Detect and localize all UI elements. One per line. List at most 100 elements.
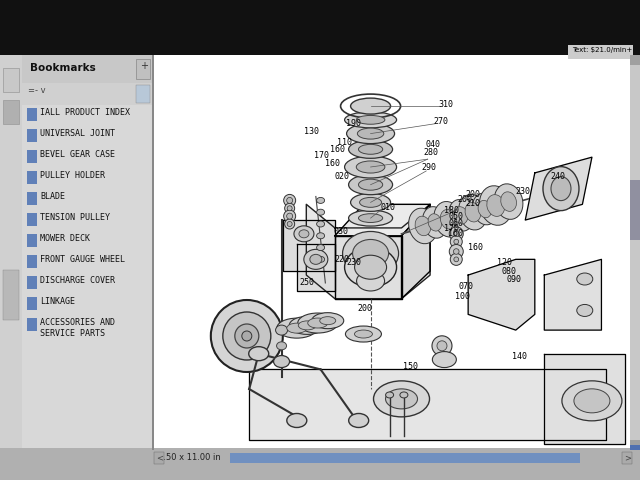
Ellipse shape (360, 261, 381, 277)
Ellipse shape (433, 351, 456, 368)
Bar (22, 55, 152, 450)
Text: 190: 190 (346, 119, 362, 128)
Ellipse shape (349, 413, 369, 428)
Text: 150: 150 (403, 362, 419, 371)
Circle shape (287, 197, 292, 204)
Circle shape (449, 244, 463, 259)
Polygon shape (525, 157, 592, 220)
Text: 160: 160 (468, 243, 483, 252)
Ellipse shape (349, 140, 392, 158)
Ellipse shape (577, 304, 593, 316)
Ellipse shape (574, 389, 610, 413)
Ellipse shape (459, 194, 487, 230)
Ellipse shape (351, 193, 390, 211)
Circle shape (454, 231, 459, 237)
Ellipse shape (310, 254, 322, 264)
Circle shape (454, 249, 459, 254)
Circle shape (223, 312, 271, 360)
Ellipse shape (344, 112, 397, 128)
Bar (22, 83, 152, 105)
Text: FRONT GAUGE WHEEL: FRONT GAUGE WHEEL (40, 255, 125, 264)
Text: 270: 270 (434, 117, 449, 126)
Bar (622, 452, 632, 464)
Text: 160: 160 (330, 145, 345, 154)
Polygon shape (401, 204, 430, 299)
Bar (3, 270, 19, 320)
Text: IALL PRODUCT INDEX: IALL PRODUCT INDEX (40, 108, 130, 117)
Ellipse shape (351, 98, 390, 114)
Ellipse shape (428, 214, 442, 231)
Ellipse shape (320, 317, 336, 324)
Text: PULLEY HOLDER: PULLEY HOLDER (40, 171, 105, 180)
Text: 160: 160 (325, 158, 340, 168)
Circle shape (449, 227, 463, 241)
Bar (27, 171, 37, 184)
Bar (0, 55, 640, 450)
Ellipse shape (408, 208, 437, 244)
Text: 230: 230 (347, 258, 362, 267)
Bar (568, 45, 633, 59)
Text: 090: 090 (506, 275, 521, 284)
Text: 200: 200 (458, 195, 473, 204)
Text: 210: 210 (466, 199, 481, 208)
Text: +: + (140, 61, 148, 71)
Text: 120: 120 (497, 258, 512, 267)
Circle shape (284, 210, 296, 222)
Ellipse shape (294, 226, 314, 242)
Text: 050: 050 (448, 212, 463, 221)
Text: 040: 040 (426, 140, 440, 149)
Bar (27, 192, 37, 205)
Bar (27, 297, 37, 310)
Text: 170: 170 (314, 151, 329, 160)
Text: 070: 070 (459, 282, 474, 290)
Ellipse shape (494, 184, 523, 219)
Ellipse shape (299, 230, 309, 238)
Ellipse shape (472, 193, 497, 225)
Ellipse shape (356, 161, 385, 173)
Ellipse shape (358, 144, 383, 154)
Ellipse shape (358, 214, 383, 223)
Bar (27, 150, 37, 163)
Ellipse shape (317, 197, 324, 204)
Text: 010: 010 (381, 203, 396, 212)
Text: 310: 310 (438, 100, 453, 108)
Circle shape (285, 219, 294, 229)
Text: 060: 060 (448, 219, 463, 228)
Bar (630, 440, 640, 450)
Bar (3, 100, 19, 124)
Ellipse shape (360, 197, 381, 207)
Ellipse shape (342, 231, 399, 276)
Bar (22, 55, 152, 83)
Polygon shape (335, 204, 430, 236)
Ellipse shape (385, 389, 417, 409)
Ellipse shape (298, 321, 316, 330)
Ellipse shape (276, 342, 287, 350)
Text: 290: 290 (422, 163, 436, 171)
Ellipse shape (500, 192, 516, 211)
Ellipse shape (317, 256, 324, 263)
Text: 180: 180 (444, 206, 460, 215)
Text: 080: 080 (502, 267, 516, 276)
Circle shape (287, 213, 292, 219)
Ellipse shape (317, 233, 324, 239)
Text: 220: 220 (335, 255, 350, 264)
Ellipse shape (577, 273, 593, 285)
Ellipse shape (287, 323, 307, 333)
Ellipse shape (478, 200, 492, 218)
Bar (630, 55, 640, 65)
Circle shape (211, 300, 283, 372)
Circle shape (242, 331, 252, 341)
Circle shape (437, 341, 447, 351)
Ellipse shape (356, 271, 385, 291)
Ellipse shape (356, 116, 385, 124)
Polygon shape (249, 370, 606, 440)
Ellipse shape (344, 156, 397, 178)
Ellipse shape (276, 325, 287, 335)
Circle shape (284, 194, 296, 206)
Bar (230, 453, 580, 463)
Ellipse shape (358, 179, 383, 190)
Ellipse shape (298, 313, 338, 333)
Polygon shape (297, 244, 335, 291)
Ellipse shape (386, 392, 394, 398)
Ellipse shape (479, 186, 512, 225)
